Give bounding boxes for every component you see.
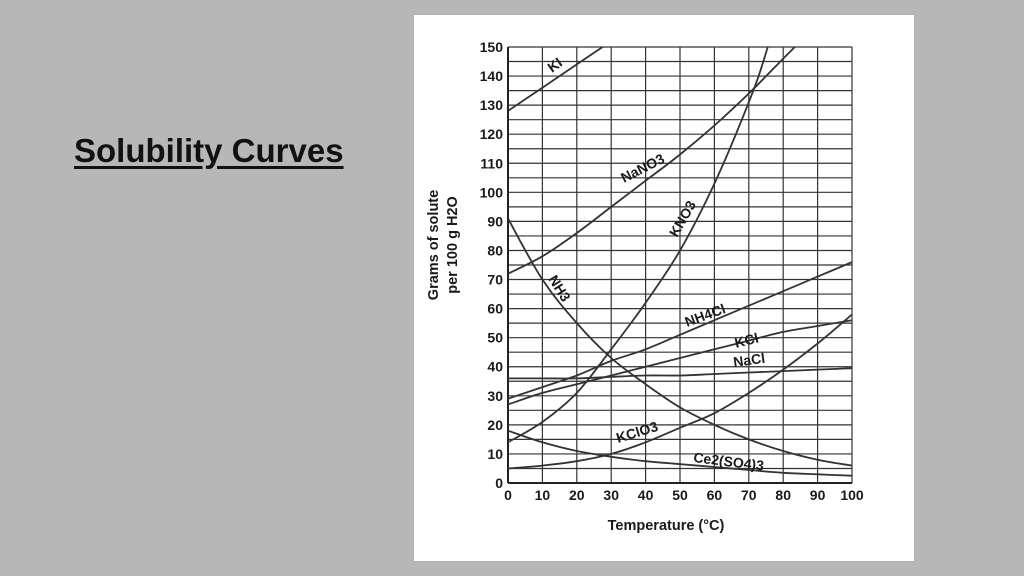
y-tick-label: 0 [495, 475, 503, 491]
x-tick-label: 90 [810, 487, 826, 503]
y-tick-label: 80 [487, 242, 503, 258]
curve-label-nacl: NaCl [732, 350, 766, 370]
curve-ki [508, 47, 605, 112]
x-tick-label: 100 [840, 487, 864, 503]
y-tick-label: 50 [487, 330, 503, 346]
curve-nh3 [508, 218, 852, 467]
curve-label-nh3: NH3 [545, 272, 574, 304]
x-tick-label: 20 [569, 487, 585, 503]
y-tick-label: 130 [480, 97, 504, 113]
solubility-chart: 0 10 20 30 40 50 60 70 80 90 100 110 120 130 140 150 0 1… [426, 39, 864, 534]
x-tick-label: 80 [775, 487, 791, 503]
curve-label-ce2so43: Ce2(SO4)3 [693, 449, 765, 474]
curve-ce2so43 [508, 429, 852, 477]
x-tick-label: 40 [638, 487, 654, 503]
y-tick-label: 90 [487, 213, 503, 229]
curve-label-kno3: KNO3 [666, 198, 699, 240]
curve-label-kclo3: KClO3 [614, 418, 660, 446]
y-axis-label: Grams of solute per 100 g H2O [426, 190, 461, 300]
y-tick-label: 60 [487, 301, 503, 317]
y-tick-label: 120 [480, 126, 504, 142]
x-axis-label: Temperature (°C) [608, 518, 725, 534]
y-tick-label: 10 [487, 446, 503, 462]
x-tick-label: 30 [603, 487, 619, 503]
y-axis-label-line2: per 100 g H2O [445, 196, 461, 294]
curve-label-ki: KI [544, 54, 565, 75]
curve-kclo3 [508, 313, 852, 470]
y-tick-label: 150 [480, 39, 504, 55]
y-tick-label: 30 [487, 388, 503, 404]
solubility-curves [508, 47, 852, 477]
curve-kno3 [508, 47, 769, 444]
curve-label-nh4cl: NH4Cl [683, 300, 728, 329]
y-tick-label: 140 [480, 68, 504, 84]
chart-panel: 0 10 20 30 40 50 60 70 80 90 100 110 120 130 140 150 0 1… [414, 15, 914, 561]
y-tick-label: 70 [487, 272, 503, 288]
curve-nacl [508, 367, 852, 380]
curve-nano3 [508, 47, 797, 275]
x-tick-label: 60 [707, 487, 723, 503]
slide-title: Solubility Curves [74, 132, 344, 169]
y-tick-labels: 0 10 20 30 40 50 60 70 80 90 100 110 120 130 140 150 [480, 39, 504, 491]
y-axis-label-line1: Grams of solute [426, 190, 442, 300]
y-tick-label: 110 [480, 155, 503, 171]
curve-kcl [508, 319, 852, 406]
x-tick-label: 70 [741, 487, 757, 503]
x-tick-labels: 0 10 20 30 40 50 60 70 80 90 100 [504, 487, 864, 503]
y-tick-label: 100 [480, 184, 504, 200]
chart-grid [507, 46, 853, 484]
x-tick-label: 0 [504, 487, 512, 503]
curve-label-kcl: KCl [733, 330, 760, 351]
y-tick-label: 40 [487, 359, 503, 375]
x-tick-label: 10 [535, 487, 551, 503]
curve-label-nano3: NaNO3 [618, 150, 667, 186]
y-tick-label: 20 [487, 417, 503, 433]
x-tick-label: 50 [672, 487, 688, 503]
